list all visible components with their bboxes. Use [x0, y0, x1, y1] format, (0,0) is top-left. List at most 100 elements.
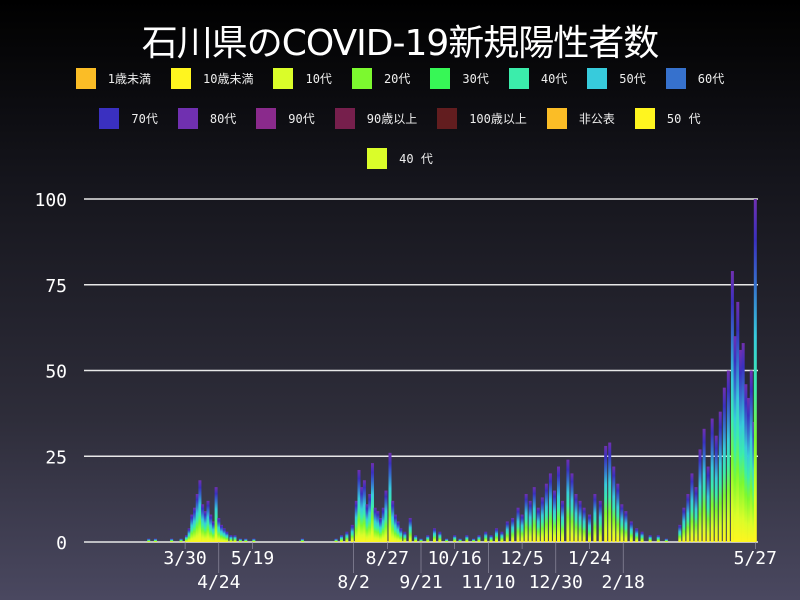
bar — [233, 535, 237, 542]
legend-item[interactable]: 60代 — [665, 68, 725, 89]
legend-swatch — [171, 68, 192, 89]
legend-item[interactable]: 90歳以上 — [334, 108, 418, 129]
bar — [147, 538, 151, 542]
bar — [222, 528, 226, 542]
bar — [608, 442, 612, 542]
bar — [588, 514, 591, 542]
x-tick-label: 9/21 — [399, 572, 442, 593]
bar — [544, 483, 548, 542]
legend-swatch — [177, 108, 198, 129]
bar — [747, 397, 751, 542]
bar — [574, 493, 578, 542]
bar — [193, 507, 197, 542]
x-tick-label: 12/5 — [500, 548, 543, 569]
legend-label: 90代 — [288, 112, 315, 126]
bar — [391, 500, 395, 542]
legend-label: 10歳未満 — [203, 72, 254, 86]
x-tick-label: 5/19 — [231, 548, 274, 569]
bar — [396, 521, 400, 542]
bar — [698, 449, 702, 542]
bar — [214, 487, 218, 542]
bar — [472, 538, 476, 542]
bar — [484, 531, 488, 542]
legend-item[interactable]: 20代 — [351, 68, 410, 89]
legend-label: 50 代 — [666, 112, 701, 126]
bar — [635, 528, 639, 542]
legend-label: 1歳未満 — [107, 72, 152, 86]
legend-label: 60代 — [697, 72, 725, 86]
legend: 1歳未満 10歳未満 10代 20代 30代 40代 50代 60代 70代 80代 90代 90歳以… — [0, 68, 800, 188]
bar — [408, 517, 412, 542]
legend-row: 1歳未満 10歳未満 10代 20代 30代 40代 50代 60代 — [0, 68, 800, 108]
legend-item[interactable]: 40代 — [508, 68, 568, 89]
legend-item[interactable]: 70代 — [99, 108, 158, 129]
legend-item[interactable]: 10代 — [273, 68, 332, 89]
bar — [403, 531, 407, 542]
legend-item[interactable]: 30代 — [430, 68, 489, 89]
bar — [388, 452, 392, 542]
bar — [682, 507, 686, 542]
bar — [678, 524, 682, 542]
bar — [219, 524, 223, 542]
legend-swatch — [334, 108, 355, 129]
legend-item[interactable]: 10歳未満 — [171, 68, 253, 89]
bars — [147, 199, 757, 542]
legend-row: 70代 80代 90代 90歳以上 100歳以上 非公表 50 代 — [0, 108, 800, 148]
bar — [362, 480, 366, 542]
bar — [187, 528, 191, 542]
x-tick-label: 5/27 — [734, 548, 777, 569]
bar — [477, 535, 481, 542]
bar — [741, 343, 745, 542]
legend-swatch — [437, 108, 458, 129]
bar — [345, 531, 349, 542]
bar — [726, 370, 730, 542]
legend-swatch — [367, 148, 388, 169]
legend-item[interactable]: 50代 — [587, 68, 646, 89]
bar — [570, 473, 574, 542]
bar — [604, 445, 608, 542]
bar — [190, 514, 194, 542]
bar — [458, 538, 462, 542]
legend-item[interactable]: 100歳以上 — [437, 108, 527, 129]
x-tick-label: 3/30 — [163, 548, 206, 569]
bar — [706, 466, 710, 542]
bar — [561, 500, 565, 542]
chart-title: 石川県のCOVID-19新規陽性者数 — [141, 23, 660, 64]
bar — [582, 507, 586, 542]
bar — [381, 507, 385, 542]
legend-item[interactable]: 90代 — [256, 108, 315, 129]
legend-label: 30代 — [462, 72, 489, 86]
bar — [170, 538, 174, 542]
y-tick-label: 75 — [45, 276, 67, 297]
legend-label: 40代 — [540, 72, 568, 86]
y-tick-label: 0 — [56, 533, 67, 554]
x-tick-label: 2/18 — [602, 572, 645, 593]
bar — [300, 538, 304, 542]
x-tick-label: 11/10 — [461, 572, 515, 593]
x-tick-label: 10/16 — [428, 548, 482, 569]
legend-item[interactable]: 1歳未満 — [75, 68, 152, 89]
legend-row: 40 代 — [0, 148, 800, 188]
bar — [598, 500, 602, 542]
bar — [252, 538, 256, 542]
legend-item[interactable]: 非公表 — [546, 108, 615, 129]
bar — [360, 487, 364, 542]
bar — [211, 521, 215, 542]
legend-item[interactable]: 80代 — [177, 108, 236, 129]
bar — [733, 336, 737, 542]
x-tick-label: 1/24 — [568, 548, 611, 569]
bar — [419, 538, 423, 542]
legend-swatch — [273, 68, 294, 89]
legend-label: 10代 — [305, 72, 332, 86]
bar — [624, 511, 628, 542]
bar — [370, 463, 374, 542]
legend-label: 90歳以上 — [366, 112, 418, 126]
legend-item[interactable]: 40 代 — [367, 148, 433, 169]
legend-label: 非公表 — [578, 112, 615, 126]
bar — [593, 493, 597, 542]
legend-item[interactable]: 50 代 — [634, 108, 701, 129]
axes: 0 25 50 75 100 3/30 4/24 5/19 8/2 8/27 9/21 10/16 11… — [34, 190, 776, 593]
bar — [500, 531, 504, 542]
legend-swatch — [665, 68, 686, 89]
legend-swatch — [546, 108, 567, 129]
